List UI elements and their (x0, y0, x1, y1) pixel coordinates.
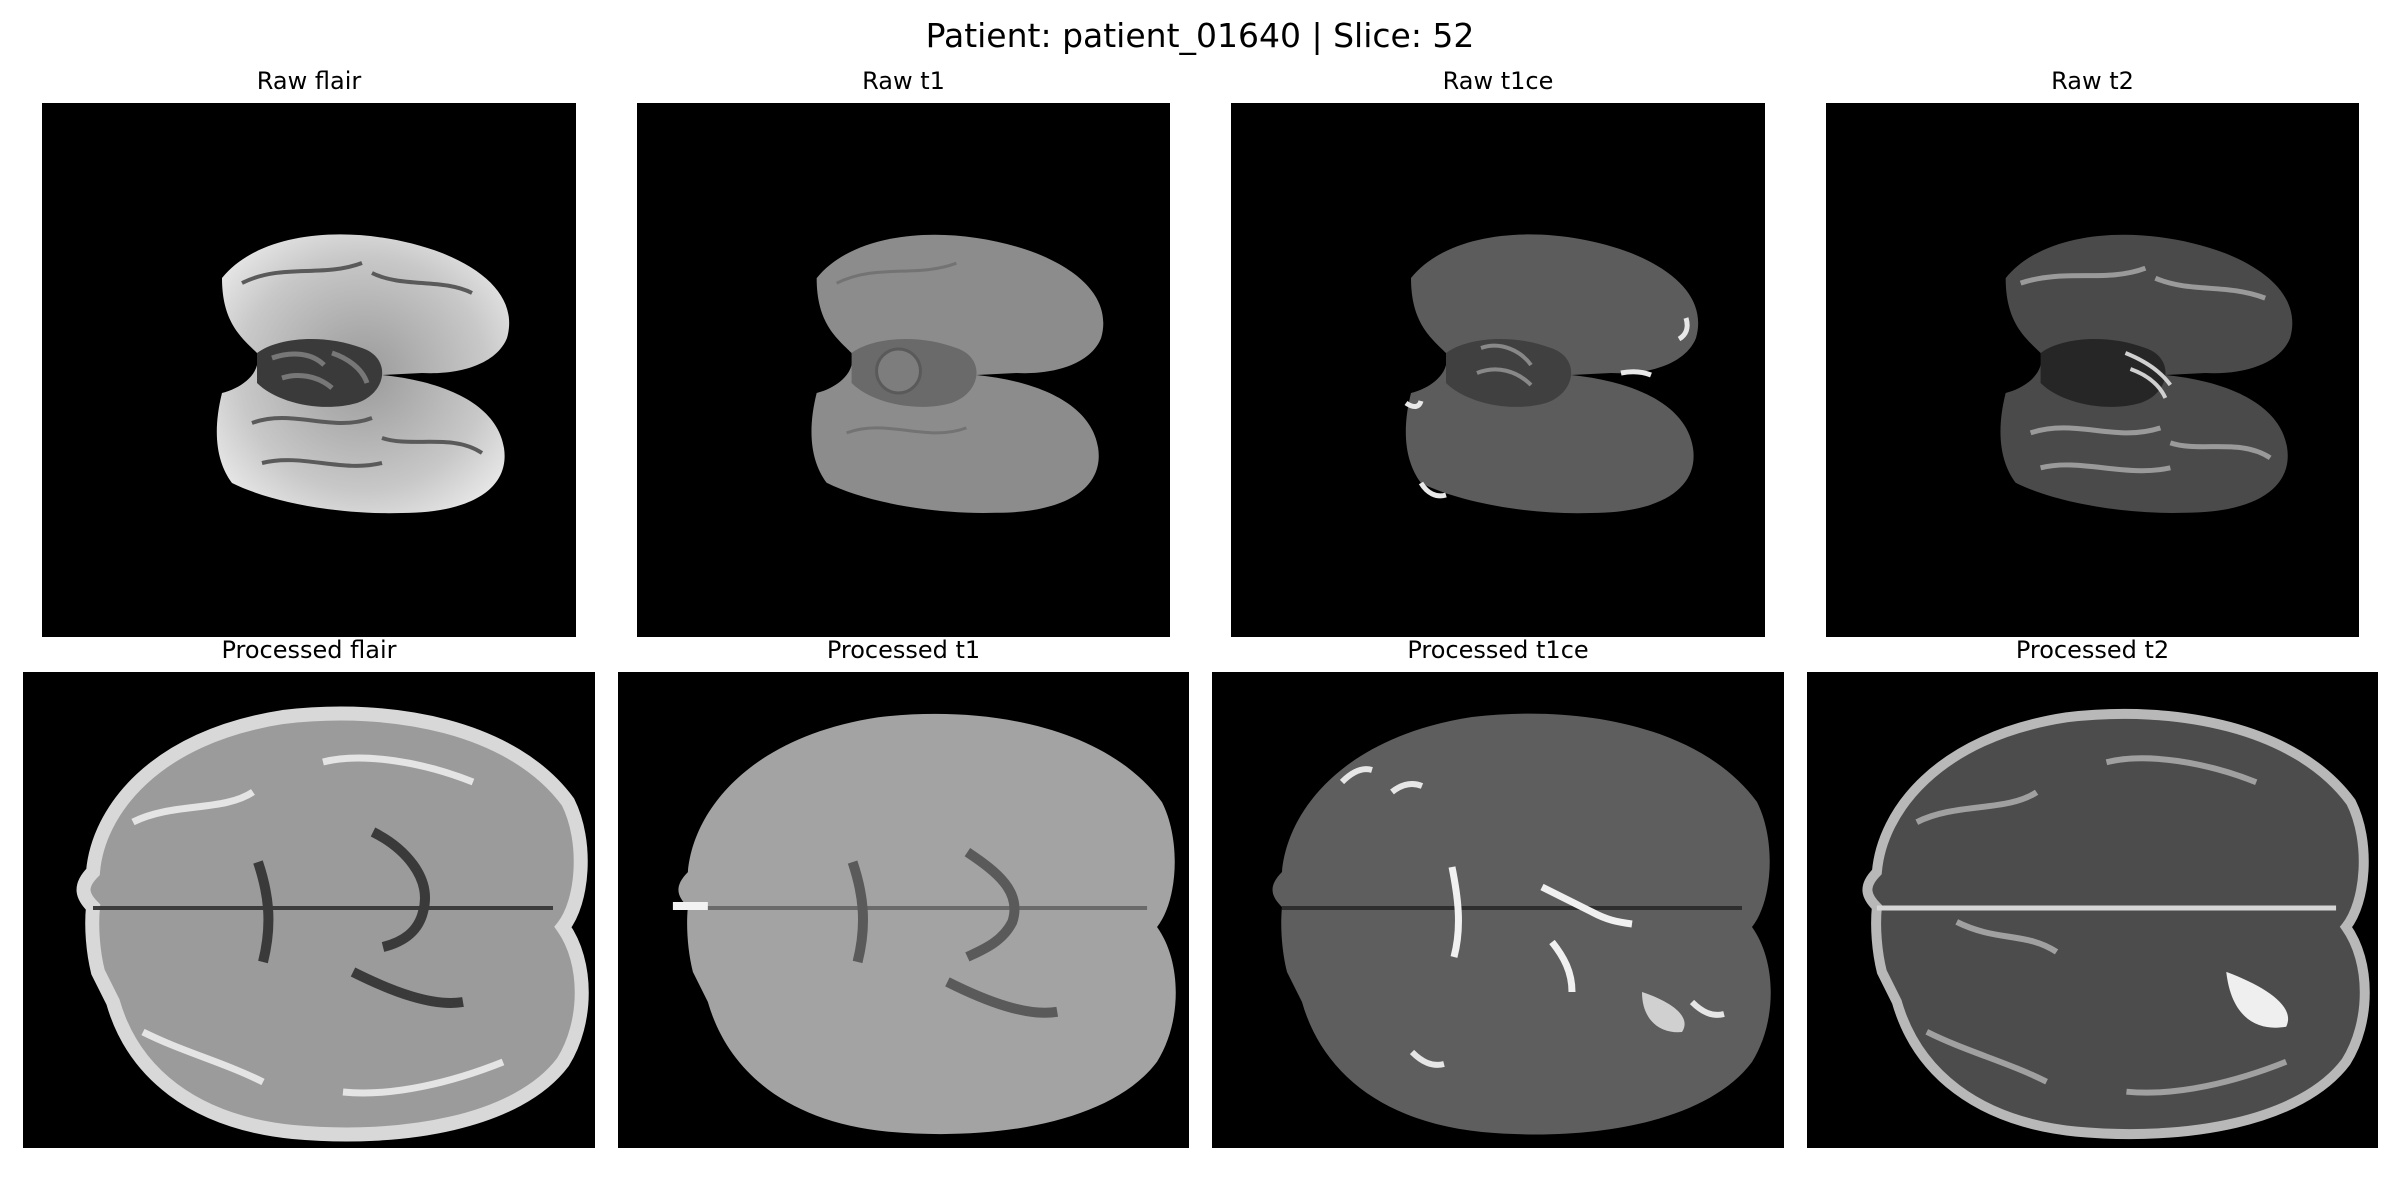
panel-title-processed-t1: Processed t1 (826, 636, 981, 664)
panel-title-processed-flair: Processed flair (221, 636, 397, 664)
panel-title-processed-t1ce: Processed t1ce (1407, 636, 1589, 664)
panel-title-raw-flair: Raw flair (256, 67, 362, 95)
raw-t1ce-brain (1404, 234, 1699, 514)
processed-t1ce-brain (1272, 713, 1771, 1135)
panel-title-processed-t2: Processed t2 (2015, 636, 2170, 664)
raw-flair-brain (216, 234, 510, 514)
panel-title-raw-t1ce: Raw t1ce (1442, 67, 1554, 95)
processed-t1ce-image (1212, 672, 1784, 1148)
raw-t1-brain (811, 234, 1104, 513)
processed-flair-image (23, 672, 595, 1148)
processed-t1-image (618, 672, 1189, 1148)
figure-title: Patient: patient_01640 | Slice: 52 (925, 16, 1475, 55)
raw-t1-image (637, 103, 1170, 637)
processed-flair-brain (76, 706, 589, 1142)
panel-title-raw-t2: Raw t2 (2051, 67, 2134, 95)
processed-t2-brain (1862, 708, 2370, 1140)
processed-t2-image (1807, 672, 2378, 1148)
raw-t2-image (1826, 103, 2359, 637)
processed-t1-brain (672, 713, 1176, 1135)
raw-flair-image (42, 103, 576, 637)
panel-title-raw-t1: Raw t1 (862, 67, 945, 95)
raw-t1ce-image (1231, 103, 1765, 637)
raw-t2-brain (2000, 234, 2293, 513)
